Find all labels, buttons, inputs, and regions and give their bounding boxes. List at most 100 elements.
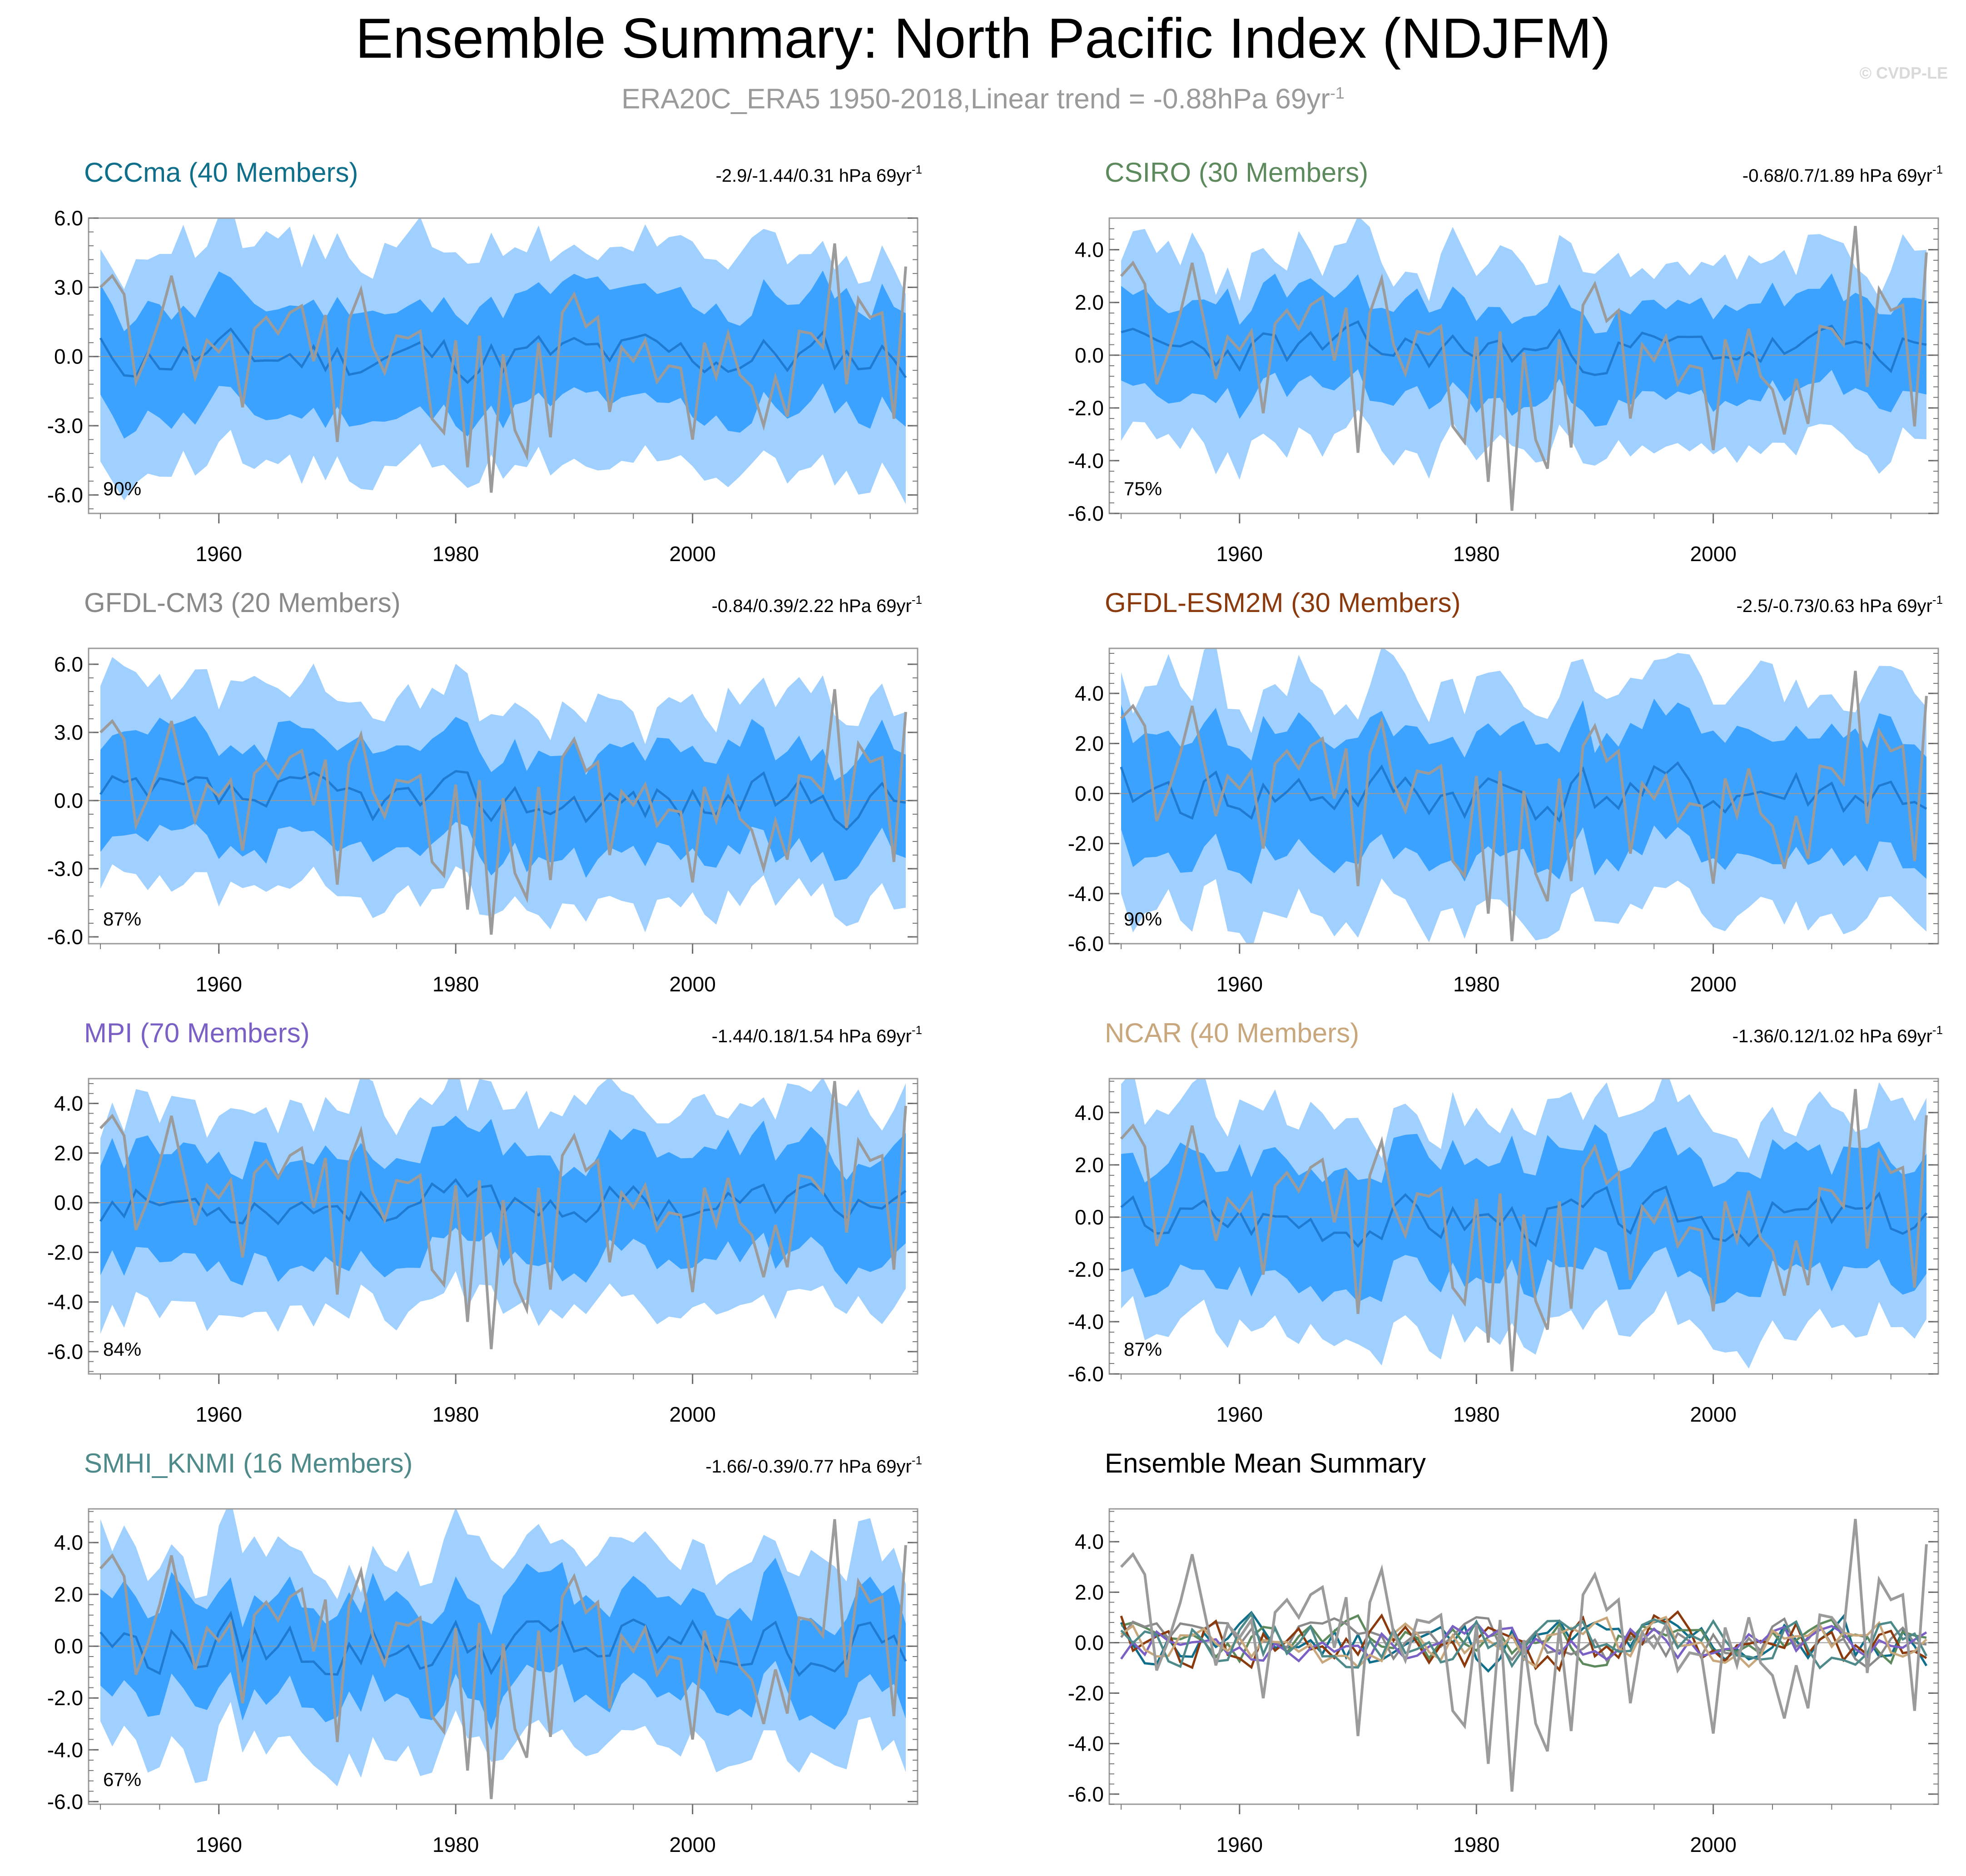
panel-trend: -0.68/0.7/1.89 hPa 69yr-1 bbox=[1743, 163, 1943, 186]
y-tick-label: 6.0 bbox=[54, 652, 83, 676]
y-tick-label: -3.0 bbox=[47, 414, 83, 438]
plot-area bbox=[1109, 218, 1938, 511]
x-tick-label: 1980 bbox=[1453, 542, 1499, 566]
x-tick-label: 2000 bbox=[669, 542, 715, 566]
figure-subtitle: ERA20C_ERA5 1950-2018,Linear trend = -0.… bbox=[0, 75, 1966, 118]
y-tick-label: -4.0 bbox=[1068, 449, 1104, 473]
panel-trend: -1.44/0.18/1.54 hPa 69yr-1 bbox=[712, 1023, 922, 1046]
panel-trend: -2.9/-1.44/0.31 hPa 69yr-1 bbox=[715, 163, 922, 186]
y-tick-label: -3.0 bbox=[47, 857, 83, 881]
y-tick-label: -2.0 bbox=[1068, 396, 1104, 420]
trend-sup: -1 bbox=[1932, 163, 1943, 176]
x-tick-label: 1980 bbox=[432, 1403, 479, 1426]
y-tick-label: 0.0 bbox=[54, 1634, 83, 1658]
panel-title: Ensemble Mean Summary bbox=[1105, 1448, 1426, 1478]
trend-sup: -1 bbox=[912, 163, 922, 176]
observed-line bbox=[1120, 1518, 1928, 1792]
chart-panel: CCCma (40 Members) -2.9/-1.44/0.31 hPa 69… bbox=[47, 157, 922, 566]
chart-panel: NCAR (40 Members) -1.36/0.12/1.02 hPa 69y… bbox=[1068, 1018, 1943, 1426]
x-tick-label: 2000 bbox=[669, 1833, 715, 1856]
y-tick-label: -6.0 bbox=[47, 483, 83, 507]
x-tick-label: 2000 bbox=[669, 972, 715, 996]
subtitle-text: ERA20C_ERA5 1950-2018,Linear trend = -0.… bbox=[621, 83, 1330, 115]
panel-frame bbox=[1108, 1078, 1939, 1375]
observed-line bbox=[99, 1519, 907, 1799]
trend-value: -2.9/-1.44/0.31 hPa 69yr bbox=[715, 166, 911, 186]
y-tick-label: 2.0 bbox=[1075, 291, 1104, 314]
trend-value: -0.84/0.39/2.22 hPa 69yr bbox=[712, 596, 912, 616]
y-tick-label: 0.0 bbox=[54, 789, 83, 812]
panel-frame bbox=[88, 217, 918, 514]
y-tick-label: -6.0 bbox=[47, 925, 83, 949]
panel-trend: -1.36/0.12/1.02 hPa 69yr-1 bbox=[1733, 1023, 1943, 1046]
y-tick-label: 4.0 bbox=[54, 1092, 83, 1115]
y-tick-label: -6.0 bbox=[1068, 932, 1104, 955]
percent-label: 67% bbox=[103, 1769, 141, 1790]
y-tick-label: -4.0 bbox=[1068, 882, 1104, 906]
y-tick-label: 4.0 bbox=[1075, 238, 1104, 262]
plot-area bbox=[89, 1079, 918, 1349]
trend-value: -0.68/0.7/1.89 hPa 69yr bbox=[1743, 166, 1932, 186]
x-tick-label: 1960 bbox=[1216, 1403, 1263, 1426]
chart-panel: GFDL-CM3 (20 Members) -0.84/0.39/2.22 hPa… bbox=[47, 587, 922, 996]
y-tick-label: 0.0 bbox=[1075, 343, 1104, 367]
y-tick-label: 2.0 bbox=[1075, 1153, 1104, 1177]
y-tick-label: -4.0 bbox=[1068, 1310, 1104, 1334]
x-tick-label: 1960 bbox=[196, 972, 242, 996]
percent-label: 90% bbox=[103, 478, 141, 499]
chart-panel: MPI (70 Members) -1.44/0.18/1.54 hPa 69yr… bbox=[47, 1018, 922, 1426]
trend-value: -1.66/-0.39/0.77 hPa 69yr bbox=[705, 1457, 912, 1477]
chart-panel: SMHI_KNMI (16 Members) -1.66/-0.39/0.77 h… bbox=[47, 1448, 922, 1856]
y-tick-label: -2.0 bbox=[1068, 832, 1104, 856]
x-tick-label: 1960 bbox=[1216, 972, 1263, 996]
percent-label: 75% bbox=[1124, 478, 1162, 499]
percent-label: 87% bbox=[1124, 1339, 1162, 1360]
panel-title: GFDL-CM3 (20 Members) bbox=[84, 587, 401, 618]
x-tick-label: 1980 bbox=[1453, 1833, 1499, 1856]
trend-sup: -1 bbox=[1932, 1023, 1943, 1037]
y-tick-label: -6.0 bbox=[1068, 1362, 1104, 1386]
plot-area bbox=[89, 218, 918, 504]
chart-panel: Ensemble Mean Summary 4.0 2.0 0.0 -2.0 -4.0 -6… bbox=[1068, 1448, 1939, 1856]
panel-trend: -2.5/-0.73/0.63 hPa 69yr-1 bbox=[1736, 593, 1943, 616]
x-tick-label: 1960 bbox=[196, 1833, 242, 1856]
y-tick-label: -2.0 bbox=[1068, 1258, 1104, 1281]
y-tick-label: -4.0 bbox=[47, 1738, 83, 1762]
x-tick-label: 1960 bbox=[196, 1403, 242, 1426]
x-tick-label: 2000 bbox=[1690, 542, 1736, 566]
y-tick-label: 0.0 bbox=[54, 1191, 83, 1214]
trend-sup: -1 bbox=[1932, 593, 1943, 607]
panel-title: GFDL-ESM2M (30 Members) bbox=[1105, 587, 1460, 618]
panel-frame bbox=[1108, 1508, 1939, 1805]
y-tick-label: 6.0 bbox=[54, 206, 83, 230]
trend-sup: -1 bbox=[912, 1453, 922, 1467]
x-tick-label: 1960 bbox=[1216, 1833, 1263, 1856]
y-tick-label: 2.0 bbox=[54, 1582, 83, 1606]
y-tick-label: 2.0 bbox=[1075, 731, 1104, 755]
x-tick-label: 1980 bbox=[1453, 972, 1499, 996]
observed-line bbox=[99, 1081, 907, 1349]
copyright-label: © CVDP-LE bbox=[1859, 64, 1948, 82]
y-tick-label: 4.0 bbox=[1075, 1530, 1104, 1553]
panel-trend: -0.84/0.39/2.22 hPa 69yr-1 bbox=[712, 593, 922, 616]
y-tick-label: 0.0 bbox=[1075, 1631, 1104, 1654]
trend-sup: -1 bbox=[912, 1023, 922, 1037]
trend-value: -2.5/-0.73/0.63 hPa 69yr bbox=[1736, 596, 1932, 616]
y-tick-label: -4.0 bbox=[47, 1290, 83, 1314]
ensemble-mean-line bbox=[1121, 320, 1927, 376]
observed-line bbox=[99, 689, 907, 935]
chart-panel: GFDL-ESM2M (30 Members) -2.5/-0.73/0.63 h… bbox=[1068, 587, 1943, 996]
y-tick-label: 3.0 bbox=[54, 275, 83, 299]
y-tick-label: 3.0 bbox=[54, 721, 83, 744]
plot-area bbox=[89, 657, 918, 935]
panel-title: CSIRO (30 Members) bbox=[1105, 157, 1368, 188]
y-tick-label: 2.0 bbox=[54, 1141, 83, 1165]
x-tick-label: 1980 bbox=[432, 1833, 479, 1856]
figure-title: Ensemble Summary: North Pacific Index (N… bbox=[355, 7, 1611, 70]
chart-panel: CSIRO (30 Members) -0.68/0.7/1.89 hPa 69y… bbox=[1068, 157, 1943, 566]
observed-line bbox=[1120, 671, 1928, 941]
ensemble-mean-line bbox=[99, 327, 907, 384]
y-tick-label: 4.0 bbox=[1075, 682, 1104, 705]
plot-area bbox=[1109, 1518, 1938, 1792]
